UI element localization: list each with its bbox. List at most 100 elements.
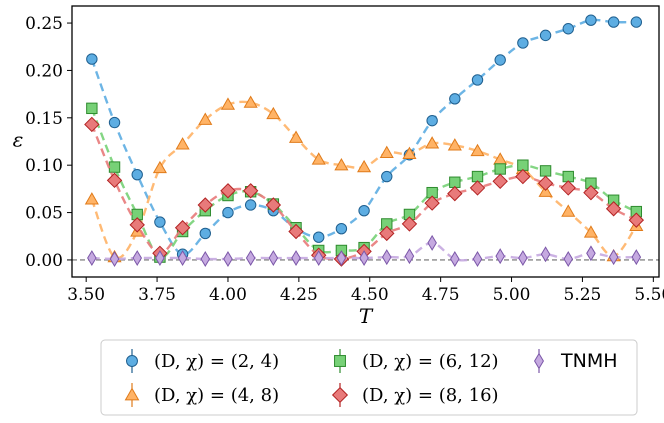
series-4-point [427,234,437,251]
x-axis-label: T [359,304,374,328]
series-4-point [200,251,211,267]
legend-marker [534,352,544,370]
series-3-point [401,216,418,232]
series-4-point [336,250,347,267]
series-0-line [90,18,637,256]
series-4-point [450,251,460,267]
y-axis-label: ε [13,128,24,152]
series-3-point [628,212,645,228]
series-2-point [108,161,121,173]
series-2-point [471,170,484,183]
series-3-point [447,185,463,202]
legend-marker [331,386,349,404]
series-1-point [561,204,576,217]
series-1-point [311,152,326,165]
series-4-point [472,251,483,267]
series-3-point [129,217,145,233]
series-4-point [132,250,143,267]
series-3-point [265,197,282,213]
series-0-point [199,227,211,240]
series-1-point [84,192,99,205]
series-4-point [518,250,528,267]
series-3-point [424,195,440,211]
y-tick-label: 0.25 [25,14,63,34]
legend-label: (D, χ) = (8, 16) [362,385,499,406]
series-3-point [583,184,599,201]
legend-item-4: TNMH [534,349,618,373]
series-3-line [90,123,637,261]
series-4-point [109,251,120,267]
series-3-point [492,173,508,190]
series-0-point [449,93,461,105]
series-3-point [288,223,304,240]
legend-label: TNMH [560,350,618,372]
x-tick-label: 5.50 [634,285,664,305]
series-3-point [537,175,554,191]
series-0-point [86,53,98,65]
series-3-point [242,183,259,199]
series-4-point [291,250,301,267]
series-0-point [426,114,438,127]
series-3 [84,116,645,267]
legend-box [100,339,638,416]
series-2-point [562,170,574,183]
legend-item-2: (D, χ) = (6, 12) [334,349,499,373]
series-1-point [198,112,213,125]
series-0-point [244,199,257,211]
series-3-point [197,197,213,213]
legend-item-0: (D, χ) = (2, 4) [126,349,279,373]
legend-label: (D, χ) = (6, 12) [362,351,499,372]
x-tick-label: 3.75 [138,285,176,305]
series-0-point [539,29,552,42]
series-1-line [90,100,638,260]
series-1-point [425,136,440,149]
x-tick-label: 5.25 [564,285,602,305]
series-3-point [106,172,123,189]
series-4-point [245,250,256,267]
series-1-point [266,106,281,120]
series-3-point [174,220,191,236]
series-3-point [220,183,236,199]
series-4-point [359,250,369,267]
series-3-point [605,201,622,217]
series-2-point [86,102,98,115]
y-tick-label: 0.20 [25,61,63,81]
series-1-point [243,95,258,108]
legend-item-1: (D, χ) = (4, 8) [124,383,279,407]
series-3-point [515,168,531,185]
x-tick-label: 4.50 [351,285,389,305]
series-3-point [84,116,100,133]
series-4-point [404,248,415,265]
series-1-point [470,143,485,157]
legend: (D, χ) = (2, 4) (D, χ) = (4, 8) (D, χ) = (… [100,339,638,416]
x-tick-label: 4.75 [422,285,460,305]
series-1-point [447,138,462,151]
y-tick-label: 0.10 [25,156,63,176]
series-4-point [313,250,324,267]
series-4-point [586,245,596,262]
series-0 [86,14,643,260]
series-4-point [540,246,551,263]
series-0-point [154,216,166,228]
series-2-point [494,163,506,175]
series-0-point [108,116,121,129]
series-0-point [585,14,597,26]
y-tick-label: 0.00 [25,251,63,271]
x-tick-label: 3.50 [67,285,105,305]
series-1-point [334,157,349,171]
series-0-point [358,204,370,217]
series-0-point [562,23,574,35]
series-1-point [538,184,553,197]
series-4-point [155,250,165,267]
series-4-point [608,249,619,266]
legend-label: (D, χ) = (2, 4) [154,351,279,372]
series-3-point [379,225,395,242]
series-1-point [288,130,304,143]
y-tick-label: 0.15 [25,109,63,129]
series-4 [87,234,642,267]
x-tick-label: 5.00 [493,285,531,305]
series-1-point [357,159,372,173]
x-tick-label: 4.25 [280,285,318,305]
series-3-point [560,180,576,196]
series-4-point [223,251,233,267]
